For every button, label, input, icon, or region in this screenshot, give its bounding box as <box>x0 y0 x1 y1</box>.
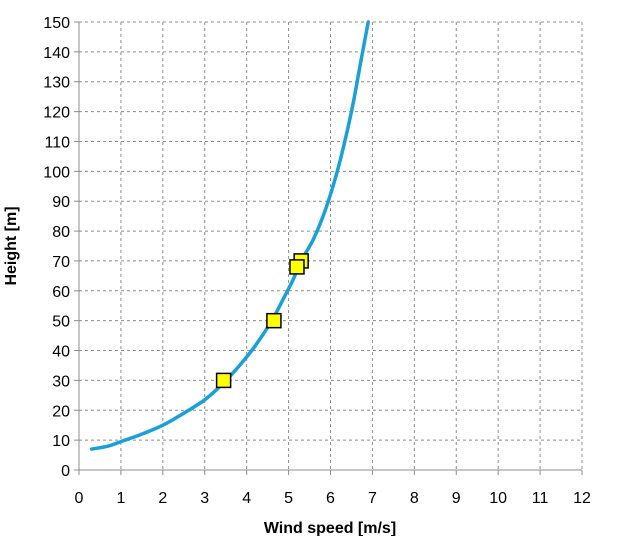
measurement-marker <box>215 372 232 389</box>
measurement-marker <box>266 312 282 329</box>
wind-profile-line <box>89 20 370 451</box>
x-tick-label: 6 <box>326 490 335 507</box>
x-tick-label: 10 <box>489 490 507 507</box>
x-tick-label: 12 <box>573 490 591 507</box>
x-axis-title: Wind speed [m/s] <box>264 520 396 536</box>
series-layer <box>89 20 370 451</box>
y-tick-label: 110 <box>44 134 70 151</box>
x-tick-label: 7 <box>368 490 377 507</box>
y-tick-label: 140 <box>43 45 70 62</box>
y-tick-label: 30 <box>52 373 70 390</box>
y-tick-label: 150 <box>43 15 70 32</box>
measurement-marker <box>289 259 305 275</box>
y-tick-label: 70 <box>52 254 70 271</box>
y-tick-label: 60 <box>52 284 70 301</box>
y-tick-label: 50 <box>52 314 70 331</box>
x-tick-label: 4 <box>242 490 251 507</box>
y-axis-title: Height [m] <box>3 206 20 285</box>
y-tick-label: 10 <box>52 433 70 450</box>
x-tick-label: 3 <box>200 490 209 507</box>
axis-layer <box>74 21 583 475</box>
x-tick-label: 5 <box>284 490 293 507</box>
x-tick-label: 0 <box>75 490 84 507</box>
x-tick-label: 1 <box>116 490 125 507</box>
tick-labels: 0 1 2 3 4 5 6 7 8 9 10 11 12010203040506070809010011… <box>43 15 591 507</box>
x-tick-label: 9 <box>452 490 461 507</box>
x-tick-label: 2 <box>158 490 167 507</box>
y-tick-label: 40 <box>52 344 70 361</box>
y-tick-label: 130 <box>43 75 70 92</box>
x-tick-label: 11 <box>532 490 549 507</box>
y-tick-label: 120 <box>43 105 70 122</box>
y-tick-label: 0 <box>61 463 70 480</box>
x-tick-label: 8 <box>410 490 419 507</box>
y-tick-label: 90 <box>52 194 70 211</box>
y-tick-label: 20 <box>52 403 70 420</box>
grid-layer <box>79 21 583 470</box>
y-tick-label: 80 <box>52 224 70 241</box>
y-tick-label: 100 <box>43 164 70 181</box>
